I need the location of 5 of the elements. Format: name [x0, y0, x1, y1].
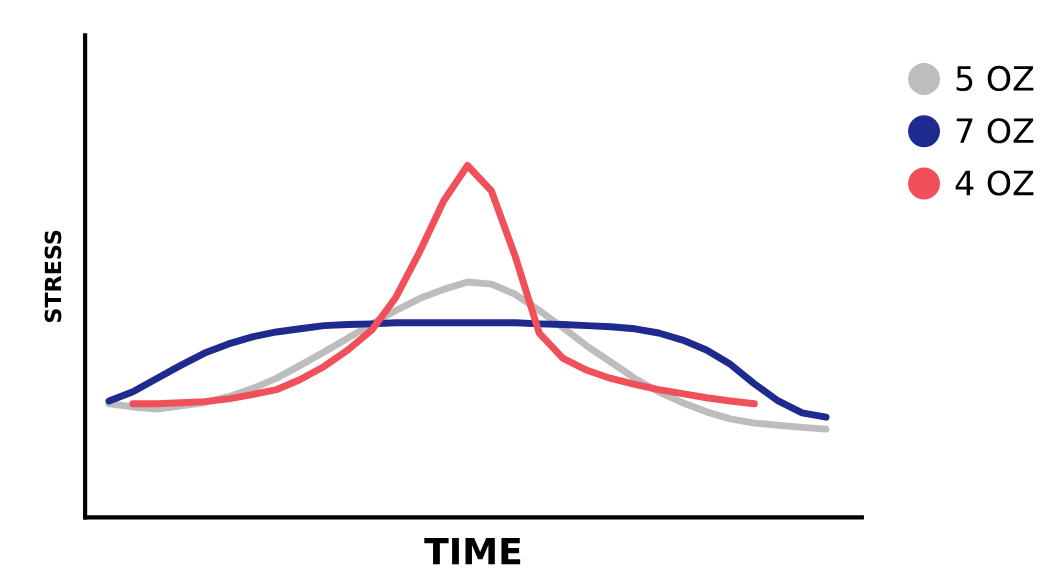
legend-label: 7 OZ — [956, 118, 1034, 144]
y-axis-title: STRESS — [44, 230, 62, 322]
legend-label: 5 OZ — [956, 65, 1034, 92]
legend-label: 4 OZ — [955, 170, 1034, 196]
x-axis-title: TIME — [424, 538, 521, 565]
